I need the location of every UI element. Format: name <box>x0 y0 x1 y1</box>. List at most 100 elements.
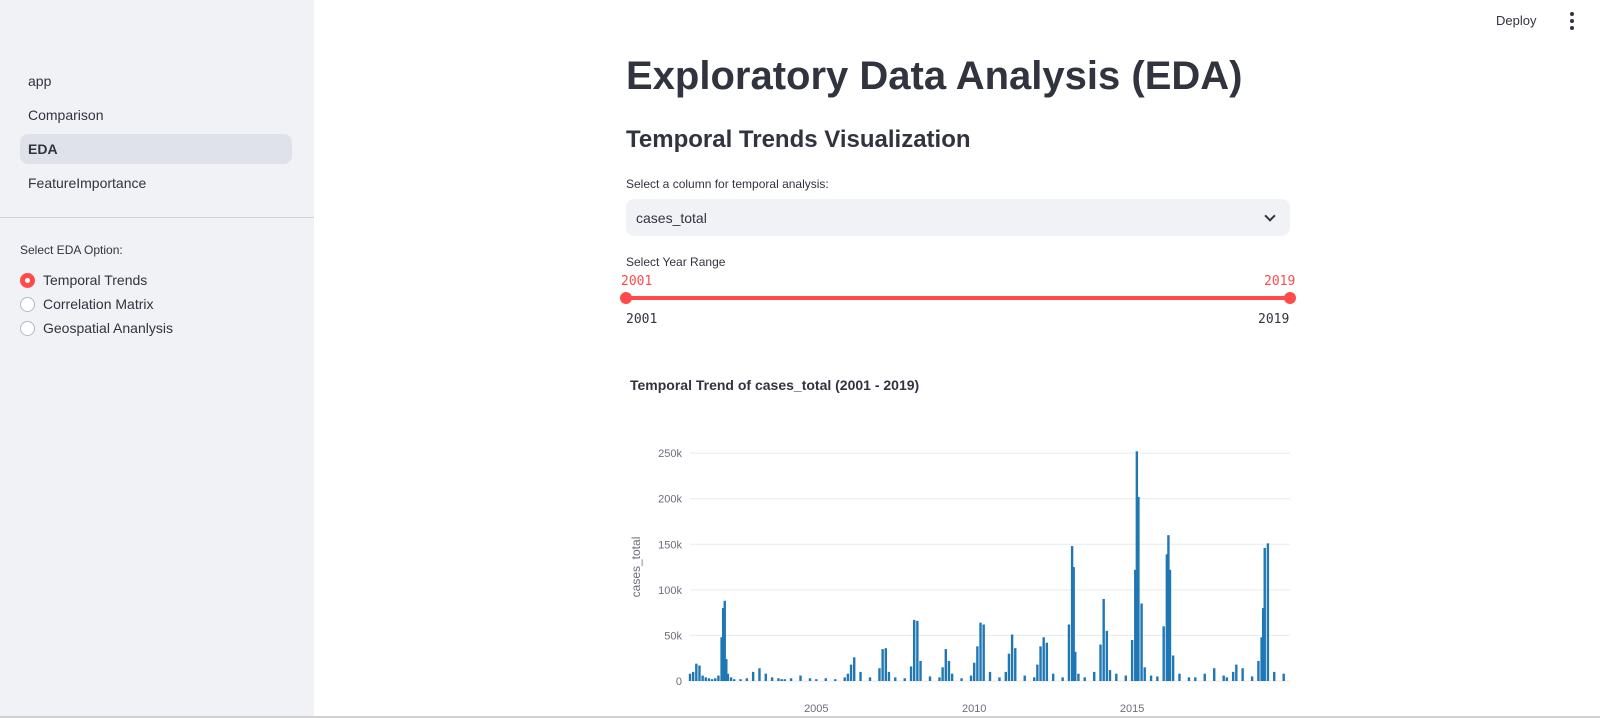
sidebar-item-app[interactable]: app <box>20 66 292 96</box>
chart-bar <box>721 608 725 681</box>
chart-bar <box>1093 671 1096 681</box>
slider-high-value: 2019 <box>1264 274 1296 289</box>
chart-bar <box>1083 677 1086 681</box>
chart-x-ticks: 2005 2010 2015 <box>804 703 1144 715</box>
chart-bar <box>808 678 812 681</box>
chart-bar <box>884 648 887 681</box>
chart-bar <box>1004 671 1007 681</box>
radio-correlation-matrix[interactable]: Correlation Matrix <box>20 292 173 316</box>
chart-bar <box>739 679 742 681</box>
chart-bar <box>1051 673 1055 681</box>
chart-bar <box>843 677 846 681</box>
chart-bar <box>733 679 736 681</box>
chart-bar <box>1033 677 1036 681</box>
chart-bar <box>919 660 922 681</box>
chart-bar <box>1039 646 1042 681</box>
column-select-value: cases_total <box>636 209 707 226</box>
chart-bar <box>1045 642 1049 681</box>
section-title: Temporal Trends Visualization <box>626 126 971 153</box>
chart-bar <box>1167 535 1170 681</box>
radio-button-checked[interactable] <box>20 272 35 288</box>
sidebar-item-comparison[interactable]: Comparison <box>20 100 292 130</box>
chart-bar <box>1213 668 1216 681</box>
chart-bar <box>698 665 701 681</box>
chart-bar <box>770 677 774 681</box>
chart-bar <box>849 664 853 681</box>
sidebar-nav: app Comparison EDA FeatureImportance <box>20 66 292 202</box>
chart-bar <box>878 668 881 681</box>
slider-high-thumb[interactable] <box>1284 292 1296 304</box>
year-range-slider-track[interactable] <box>626 296 1290 300</box>
chart-bar <box>729 677 733 681</box>
sidebar-divider <box>0 217 314 218</box>
radio-button[interactable] <box>20 320 35 336</box>
radio-temporal-trends[interactable]: Temporal Trends <box>20 268 173 292</box>
radio-geospatial-analysis[interactable]: Geospatial Ananlysis <box>20 316 173 340</box>
chart-gridlines <box>690 452 1290 682</box>
chart-bar <box>764 673 767 681</box>
column-select[interactable]: cases_total <box>626 199 1290 236</box>
chart-bar <box>725 659 728 681</box>
chart-bar <box>938 677 941 681</box>
chart-bar <box>1036 664 1039 681</box>
chart-bar <box>1260 637 1263 681</box>
chart-bar <box>1273 671 1276 681</box>
chart-bar <box>1261 608 1265 681</box>
chart-bar <box>1023 675 1026 681</box>
chart-bar <box>881 649 884 681</box>
bottom-border <box>0 716 1600 718</box>
eda-option-label: Select EDA Option: <box>20 243 123 257</box>
chart-bar <box>1134 569 1137 681</box>
chart-bar <box>1014 648 1017 681</box>
chart-bar <box>998 677 1001 681</box>
chart-bar <box>1105 630 1109 681</box>
chart-bar <box>1165 554 1169 681</box>
chart-bar <box>1067 624 1071 681</box>
chart-bar <box>780 679 783 681</box>
chart-x-tick-label: 2015 <box>1120 703 1144 715</box>
chart-bar <box>1137 496 1140 681</box>
chart-bar <box>1140 603 1143 681</box>
chart-y-tick-label: 100k <box>658 585 682 597</box>
radio-button[interactable] <box>20 296 35 312</box>
chart-bar <box>988 671 992 681</box>
year-range-label: Select Year Range <box>626 255 726 269</box>
slider-min-label: 2001 <box>626 312 658 327</box>
chart-bar <box>1257 660 1260 681</box>
chart-y-tick-label: 0 <box>676 676 682 688</box>
chart-bar <box>1194 677 1197 681</box>
chart-bar <box>707 678 711 681</box>
chart-bar <box>1156 676 1159 681</box>
chart-bar <box>853 657 856 681</box>
chart-bar <box>1124 675 1127 681</box>
deploy-button[interactable]: Deploy <box>1496 13 1537 28</box>
chart-bar <box>695 663 698 681</box>
chart-bar <box>928 676 932 681</box>
chart-bar <box>1108 670 1112 681</box>
chart-bar <box>1077 673 1080 681</box>
chart-bar <box>941 667 944 681</box>
chart-bars <box>688 451 1285 681</box>
slider-low-thumb[interactable] <box>620 292 632 304</box>
chart-bar <box>824 678 827 681</box>
chart-bar <box>1263 547 1266 681</box>
chart-bar <box>726 673 730 681</box>
chart-bar <box>982 624 985 681</box>
chart-bar <box>969 675 973 681</box>
chart-bar <box>1222 675 1225 681</box>
chart-bar <box>903 678 906 681</box>
chart-y-axis-label: cases_total <box>629 537 643 598</box>
more-menu-icon[interactable] <box>1564 10 1580 32</box>
sidebar-item-label: app <box>28 73 52 89</box>
chart-title: Temporal Trend of cases_total (2001 - 20… <box>630 377 920 393</box>
chart-bar <box>1061 677 1064 681</box>
chart-y-tick-label: 150k <box>658 539 682 551</box>
chart-x-tick-label: 2010 <box>962 703 986 715</box>
chart-bar <box>1282 673 1285 681</box>
sidebar-item-featureimportance[interactable]: FeatureImportance <box>20 168 292 198</box>
sidebar-item-eda[interactable]: EDA <box>20 134 292 164</box>
chart-bar <box>1074 651 1077 681</box>
chart-bar <box>973 662 976 681</box>
chart-bar <box>1115 673 1118 681</box>
